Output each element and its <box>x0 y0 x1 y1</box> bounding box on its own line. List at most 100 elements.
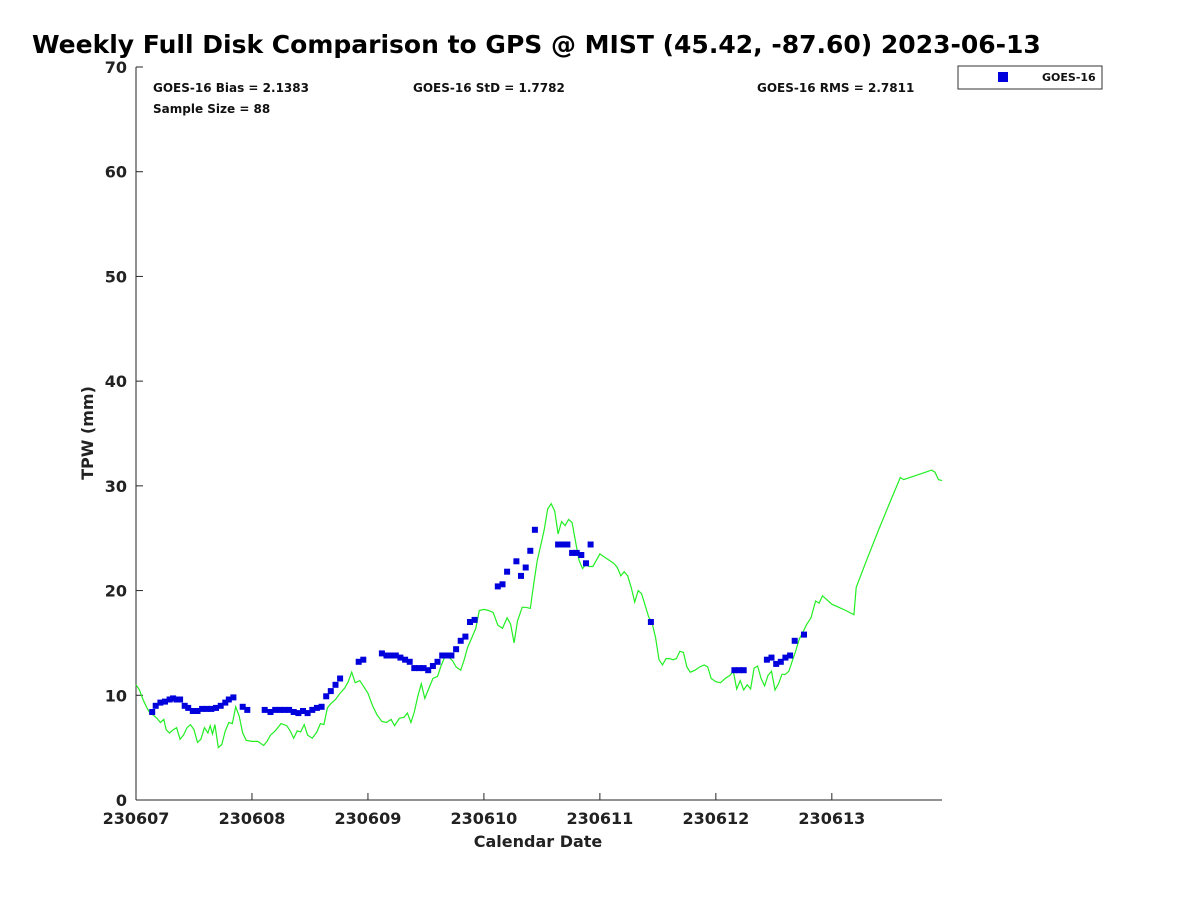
goes16-point <box>286 706 293 713</box>
goes16-point <box>267 709 274 715</box>
goes16-point <box>443 652 450 659</box>
goes16-point <box>189 708 196 714</box>
legend-label: GOES-16 <box>1042 71 1096 84</box>
goes16-point <box>213 704 219 711</box>
goes16-point <box>309 706 316 713</box>
goes16-point <box>290 709 297 715</box>
goes16-point <box>295 710 302 717</box>
goes16-point <box>185 704 192 711</box>
goes16-point <box>272 706 279 713</box>
goes16-point <box>559 541 566 548</box>
goes16-point <box>397 654 404 661</box>
goes16-point <box>471 616 478 623</box>
goes16-point <box>773 660 780 667</box>
goes16-point <box>434 658 441 665</box>
goes16-point <box>736 667 743 674</box>
goes16-point <box>420 665 427 672</box>
goes16-point <box>281 706 288 713</box>
goes16-point <box>731 667 738 674</box>
y-tick-label: 30 <box>105 477 127 496</box>
goes16-point <box>225 696 232 703</box>
goes16-point <box>360 656 367 663</box>
goes16-point <box>513 558 520 565</box>
goes16-point <box>337 675 344 682</box>
goes16-point <box>439 652 446 659</box>
goes16-point <box>425 667 432 674</box>
goes16-point <box>208 705 215 712</box>
goes16-point <box>383 652 390 659</box>
x-tick-label: 230608 <box>219 809 286 828</box>
goes16-series <box>149 526 807 717</box>
goes16-point <box>327 688 334 695</box>
legend: GOES-16 <box>957 65 1103 90</box>
x-tick-label: 230613 <box>798 809 865 828</box>
legend-box <box>957 65 1103 90</box>
goes16-point <box>467 619 473 625</box>
y-axis-title: TPW (mm) <box>78 386 97 480</box>
goes16-point <box>527 547 534 554</box>
goes16-point <box>494 583 501 590</box>
goes16-point <box>332 681 339 688</box>
x-tick-label: 230610 <box>451 809 518 828</box>
goes16-point <box>787 652 794 659</box>
goes16-point <box>555 541 562 548</box>
chart-title: Weekly Full Disk Comparison to GPS @ MIS… <box>32 30 1041 59</box>
y-tick-label: 0 <box>116 791 127 810</box>
goes16-point <box>777 658 784 665</box>
goes16-point <box>411 665 418 672</box>
goes16-point <box>406 658 413 665</box>
goes16-point <box>166 696 173 703</box>
goes16-point <box>276 706 283 713</box>
goes16-point <box>392 652 399 659</box>
y-tick-label: 50 <box>105 267 127 286</box>
stat-rms: GOES-16 RMS = 2.7811 <box>757 81 914 95</box>
goes16-point <box>261 706 268 713</box>
x-tick-label: 230611 <box>566 809 633 828</box>
goes16-point <box>740 667 747 674</box>
goes16-point <box>157 699 164 706</box>
x-ticks: 230607 230608 230609 230610 230611 230612 2306… <box>103 793 865 828</box>
goes16-point <box>578 552 585 558</box>
y-tick-label: 70 <box>105 58 127 77</box>
goes16-point <box>203 705 210 712</box>
y-tick-label: 40 <box>105 372 127 391</box>
goes16-point <box>531 526 538 533</box>
goes16-point <box>149 709 156 715</box>
goes16-point <box>152 702 159 709</box>
goes16-point <box>300 708 306 714</box>
stat-sample-size: Sample Size = 88 <box>153 102 270 116</box>
goes16-point <box>782 654 789 661</box>
goes16-point <box>504 568 511 575</box>
goes16-point <box>217 702 224 709</box>
y-tick-label: 20 <box>105 582 127 601</box>
x-tick-label: 230607 <box>103 809 170 828</box>
goes16-point <box>457 637 464 644</box>
goes16-point <box>587 541 594 548</box>
goes16-point <box>564 541 571 548</box>
goes16-point <box>162 698 168 705</box>
goes16-point <box>194 708 201 714</box>
goes16-point <box>318 703 325 710</box>
goes16-point <box>429 663 436 669</box>
goes16-point <box>170 695 177 702</box>
goes16-point <box>647 619 654 625</box>
goes16-point <box>222 699 229 706</box>
goes16-point <box>573 549 580 556</box>
goes16-point <box>448 652 455 659</box>
goes16-point <box>304 710 311 717</box>
y-tick-label: 10 <box>105 686 127 705</box>
goes16-point <box>791 637 798 644</box>
x-tick-label: 230609 <box>335 809 402 828</box>
goes16-point <box>768 654 775 661</box>
goes16-point <box>801 631 807 638</box>
goes16-point <box>323 693 330 700</box>
goes16-point <box>239 703 246 710</box>
goes16-point <box>181 702 188 709</box>
goes16-point <box>462 633 469 640</box>
goes16-point <box>569 549 576 556</box>
x-tick-label: 230612 <box>682 809 749 828</box>
goes16-point <box>199 705 206 712</box>
x-axis-title: Calendar Date <box>474 832 603 851</box>
goes16-point <box>173 696 180 703</box>
